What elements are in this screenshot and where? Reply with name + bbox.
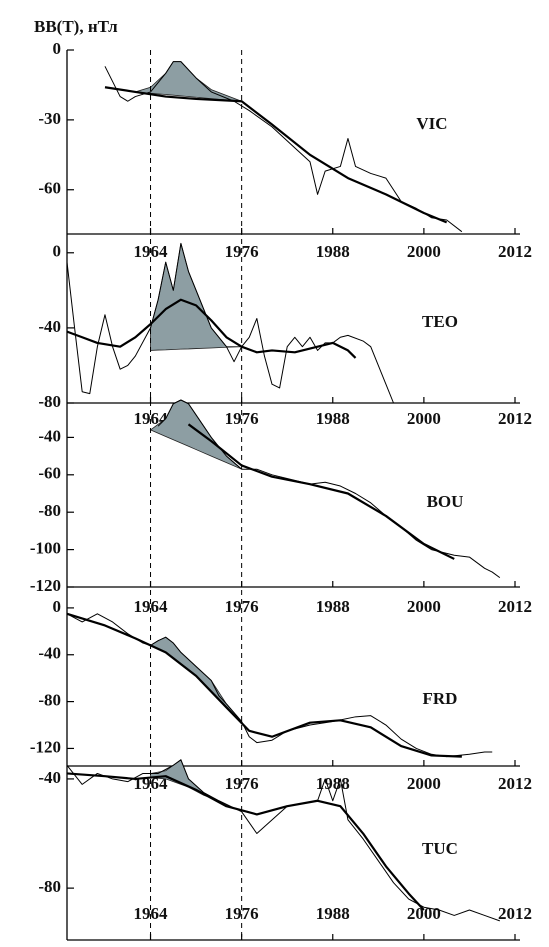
data-line bbox=[66, 772, 425, 911]
x-tick-label: 2000 bbox=[407, 409, 441, 428]
y-tick-label: 0 bbox=[53, 39, 62, 58]
data-line bbox=[66, 242, 394, 404]
x-tick-label: 1976 bbox=[225, 409, 259, 428]
x-tick-label: 2012 bbox=[498, 242, 532, 261]
y-tick-label: -60 bbox=[38, 179, 61, 198]
y-tick-label: -60 bbox=[38, 464, 61, 483]
y-tick-label: -40 bbox=[38, 768, 61, 787]
y-tick-label: 0 bbox=[53, 597, 62, 616]
x-tick-label: 1976 bbox=[225, 904, 259, 923]
station-label: TUC bbox=[422, 839, 458, 858]
x-tick-label: 2000 bbox=[407, 774, 441, 793]
x-tick-label: 1964 bbox=[134, 597, 169, 616]
data-line bbox=[66, 613, 493, 758]
y-tick-label: -30 bbox=[38, 109, 61, 128]
y-tick-label: -80 bbox=[38, 690, 61, 709]
station-label: FRD bbox=[423, 689, 458, 708]
station-label: TEO bbox=[422, 312, 458, 331]
y-tick-label: -120 bbox=[30, 576, 61, 595]
y-tick-label: -40 bbox=[38, 317, 61, 336]
y-axis-title: BB(T), нТл bbox=[34, 17, 118, 36]
station-label: VIC bbox=[416, 114, 447, 133]
data-line bbox=[66, 612, 462, 758]
x-tick-label: 2012 bbox=[498, 597, 532, 616]
x-tick-label: 1988 bbox=[316, 774, 350, 793]
x-tick-label: 1988 bbox=[316, 597, 350, 616]
y-tick-label: 0 bbox=[53, 242, 62, 261]
x-tick-label: 1988 bbox=[316, 242, 350, 261]
x-tick-label: 1988 bbox=[316, 904, 350, 923]
data-line bbox=[66, 298, 357, 359]
x-tick-label: 2012 bbox=[498, 774, 532, 793]
x-tick-label: 1988 bbox=[316, 409, 350, 428]
y-tick-label: -120 bbox=[30, 737, 61, 756]
y-tick-label: -100 bbox=[30, 539, 61, 558]
y-tick-label: -40 bbox=[38, 426, 61, 445]
y-tick-label: -80 bbox=[38, 501, 61, 520]
x-tick-label: 1976 bbox=[225, 597, 259, 616]
y-tick-label: -80 bbox=[38, 877, 61, 896]
x-tick-label: 2012 bbox=[498, 904, 532, 923]
data-line bbox=[157, 399, 501, 579]
x-tick-label: 2000 bbox=[407, 242, 441, 261]
data-line bbox=[187, 423, 455, 560]
data-line bbox=[104, 86, 448, 224]
y-tick-label: -40 bbox=[38, 644, 61, 663]
x-tick-label: 1964 bbox=[134, 904, 169, 923]
station-label: BOU bbox=[427, 492, 464, 511]
x-tick-label: 2012 bbox=[498, 409, 532, 428]
x-tick-label: 2000 bbox=[407, 597, 441, 616]
y-tick-label: -80 bbox=[38, 392, 61, 411]
data-line bbox=[104, 61, 463, 233]
